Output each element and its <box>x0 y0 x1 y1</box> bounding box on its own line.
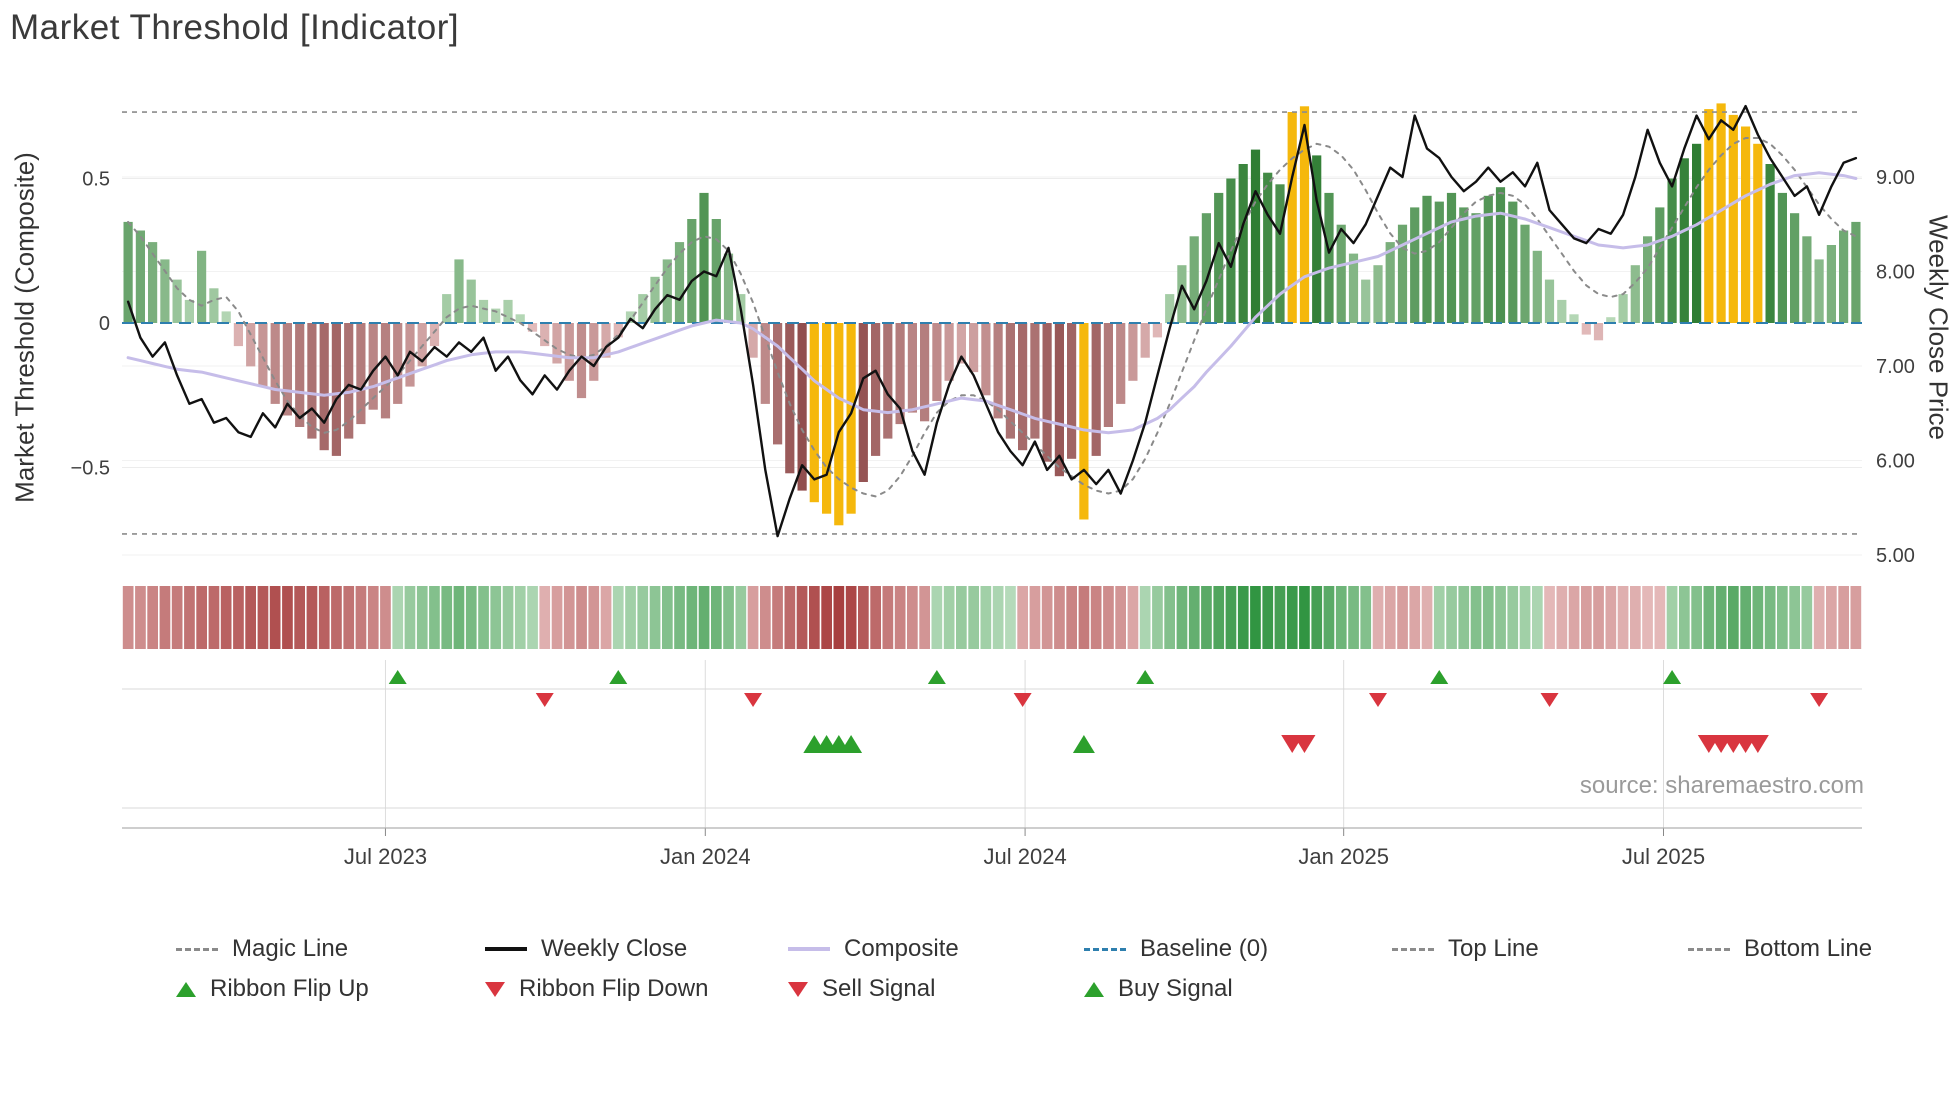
legend-item-ribbon-flip-up: Ribbon Flip Up <box>176 974 369 1004</box>
legend-label: Composite <box>844 935 959 962</box>
weekly-close-swatch-icon <box>485 947 527 951</box>
bottom-line-swatch-icon <box>1688 947 1730 951</box>
composite-bars <box>123 103 1861 526</box>
ribbon-flip-up-icon <box>176 981 196 997</box>
composite-swatch-icon <box>788 947 830 951</box>
legend-item-weekly-close: Weekly Close <box>485 934 687 964</box>
svg-text:8.00: 8.00 <box>1876 262 1915 284</box>
svg-text:Jul 2023: Jul 2023 <box>344 844 427 869</box>
legend-label: Ribbon Flip Up <box>210 975 369 1002</box>
legend-item-buy-signal: Buy Signal <box>1084 974 1233 1004</box>
x-axis-ticks: Jul 2023 Jan 2024 Jul 2024 Jan 2025 Jul 2025 <box>344 844 1705 869</box>
legend-label: Sell Signal <box>822 975 936 1002</box>
buy-sell-markers <box>803 735 1769 753</box>
legend-label: Buy Signal <box>1118 975 1233 1002</box>
legend-label: Magic Line <box>232 935 349 962</box>
magic-line <box>127 137 1857 498</box>
page-title: Market Threshold [Indicator] <box>10 8 460 47</box>
legend-item-bottom-line: Bottom Line <box>1688 934 1872 964</box>
legend-label: Ribbon Flip Down <box>519 975 709 1002</box>
svg-text:9.00: 9.00 <box>1876 167 1915 189</box>
buy-signal-icon <box>1084 981 1104 997</box>
legend-item-sell-signal: Sell Signal <box>788 974 935 1004</box>
svg-text:5.00: 5.00 <box>1876 545 1915 567</box>
ribbon-flip-down-icon <box>485 981 505 997</box>
svg-text:Jan 2024: Jan 2024 <box>660 844 751 869</box>
trend-ribbon <box>122 586 1862 649</box>
top-line-swatch-icon <box>1392 947 1434 951</box>
source-attribution: source: sharemaestro.com <box>1579 772 1864 799</box>
ribbon-flip-markers <box>388 670 1829 707</box>
right-axis-ticks: 9.00 8.00 7.00 6.00 5.00 <box>1876 167 1915 567</box>
legend-item-top-line: Top Line <box>1392 934 1539 964</box>
legend-label: Baseline (0) <box>1140 935 1269 962</box>
svg-text:−0.5: −0.5 <box>71 458 110 480</box>
weekly-close-line <box>126 104 1858 538</box>
legend-label: Top Line <box>1448 935 1539 962</box>
svg-text:0: 0 <box>99 313 110 335</box>
legend-item-baseline: Baseline (0) <box>1084 934 1268 964</box>
svg-text:Jul 2024: Jul 2024 <box>984 844 1067 869</box>
legend-item-magic-line: Magic Line <box>176 934 348 964</box>
svg-text:7.00: 7.00 <box>1876 356 1915 378</box>
baseline-swatch-icon <box>1084 947 1126 951</box>
legend-item-composite: Composite <box>788 934 959 964</box>
sell-signal-icon <box>788 981 808 997</box>
legend-label: Weekly Close <box>541 935 688 962</box>
svg-text:6.00: 6.00 <box>1876 451 1915 473</box>
left-axis-ticks: 0.5 0 −0.5 <box>71 169 110 480</box>
magic-line-swatch-icon <box>176 947 218 951</box>
legend-label: Bottom Line <box>1744 935 1873 962</box>
svg-text:0.5: 0.5 <box>82 169 110 191</box>
legend-item-ribbon-flip-down: Ribbon Flip Down <box>485 974 708 1004</box>
svg-text:Jan 2025: Jan 2025 <box>1298 844 1389 869</box>
composite-line <box>126 171 1858 435</box>
svg-text:Jul 2025: Jul 2025 <box>1622 844 1705 869</box>
gridlines <box>122 176 1862 836</box>
